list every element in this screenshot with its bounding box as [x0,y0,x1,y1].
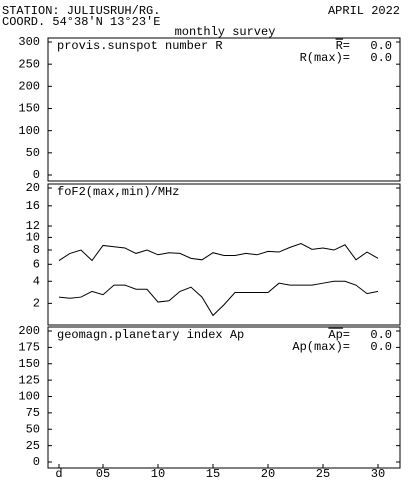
panel-frame [47,37,401,182]
x-tick-label: 30 [371,467,385,480]
stat-label: Ap= [328,328,350,342]
x-tick-label: d [55,467,62,480]
stat-label: R= [336,39,350,53]
line [58,242,379,262]
panel-title: geomagn.planetary index Ap [57,328,244,342]
y-tick-label: 6 [33,257,40,271]
stat-value: 0.0 [370,328,392,342]
stat-value: 0.0 [370,340,392,354]
y-tick-label: 0 [33,455,40,469]
stat-value: 0.0 [370,51,392,65]
y-tick-label: 300 [18,35,40,49]
y-tick-label: 25 [26,439,40,453]
x-tick-label: 15 [206,467,220,480]
y-tick-label: 150 [18,102,40,116]
y-tick-label: 50 [26,422,40,436]
y-tick-label: 100 [18,124,40,138]
coord: COORD. 54°38'N 13°23'E [2,15,160,29]
y-tick-label: 125 [18,373,40,387]
x-tick-label: 10 [151,467,165,480]
y-tick-label: 2 [33,297,40,311]
y-tick-label: 12 [26,219,40,233]
date: APRIL 2022 [328,4,400,18]
x-tick-label: 05 [96,467,110,480]
y-tick-label: 200 [18,80,40,94]
panel-frame [47,326,401,469]
y-tick-label: 4 [33,274,40,288]
y-tick-label: 175 [18,341,40,355]
y-tick-label: 0 [33,168,40,182]
x-tick-label: 20 [261,467,275,480]
y-tick-label: 16 [26,199,40,213]
panel-frame [47,183,401,326]
panel-title: foF2(max,min)/MHz [57,185,179,199]
y-tick-label: 8 [33,243,40,257]
y-tick-label: 200 [18,324,40,338]
y-tick-label: 100 [18,390,40,404]
panel-title: provis.sunspot number R [57,39,223,53]
x-tick-label: 25 [316,467,330,480]
y-tick-label: 150 [18,357,40,371]
y-tick-label: 10 [26,231,40,245]
y-tick-label: 50 [26,146,40,160]
stat-label: R(max)= [300,51,350,65]
y-tick-label: 75 [26,406,40,420]
y-tick-label: 20 [26,181,40,195]
station: STATION: JULIUSRUH/RG. [2,4,160,18]
subtitle: monthly survey [175,25,276,39]
line [58,280,379,317]
stat-value: 0.0 [370,39,392,53]
stat-label: Ap(max)= [292,340,350,354]
y-tick-label: 250 [18,57,40,71]
